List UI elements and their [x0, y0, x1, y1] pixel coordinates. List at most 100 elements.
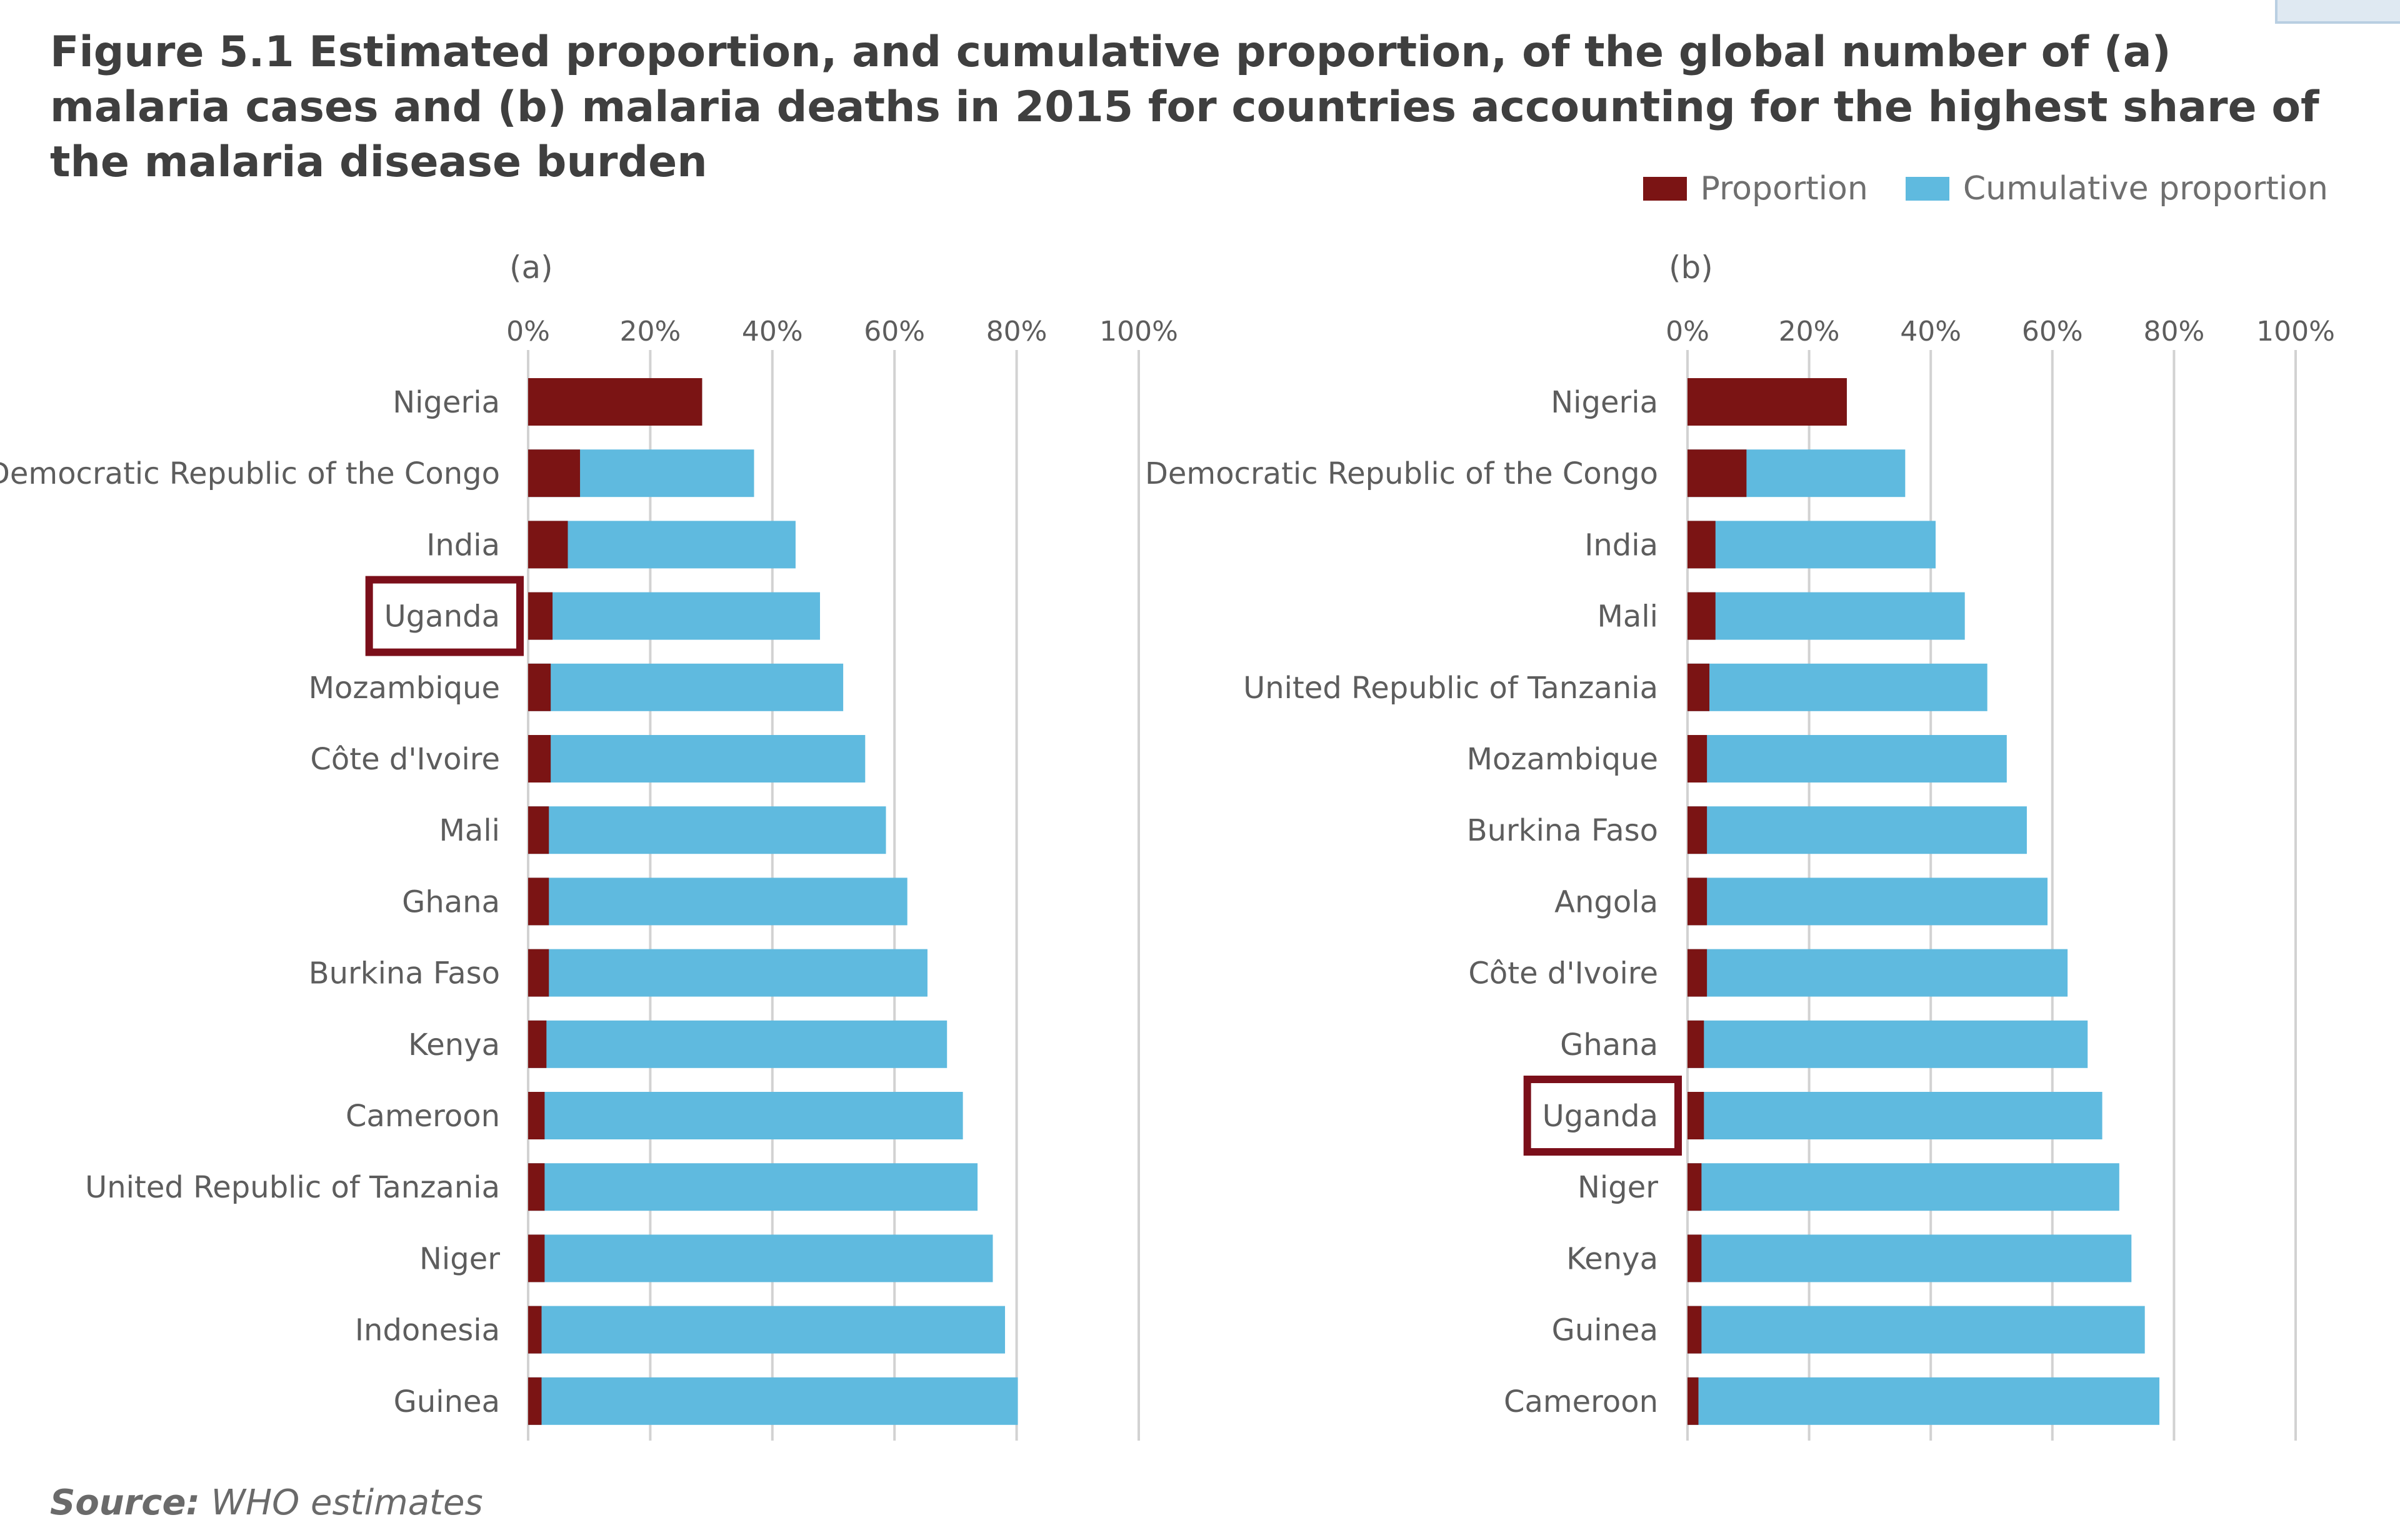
- bar-proportion: [528, 735, 551, 782]
- category-label: Kenya: [1566, 1241, 1658, 1276]
- bar-cumulative: [528, 949, 928, 997]
- category-label: Nigeria: [392, 385, 500, 420]
- category-label: United Republic of Tanzania: [1243, 671, 1658, 706]
- x-tick-label: 20%: [1779, 316, 1840, 348]
- category-label: Niger: [1578, 1170, 1658, 1205]
- bar-cumulative: [1688, 806, 2027, 854]
- category-label: Indonesia: [355, 1313, 500, 1348]
- x-tick-label: 40%: [742, 316, 803, 348]
- x-tick-label: 40%: [1900, 316, 1961, 348]
- x-tick-label: 80%: [2144, 316, 2205, 348]
- category-label: Uganda: [384, 599, 500, 634]
- bar-proportion: [528, 592, 553, 640]
- category-label: Mozambique: [309, 671, 500, 706]
- source-text: WHO estimates: [211, 1482, 483, 1523]
- bar-proportion: [528, 521, 568, 569]
- bar-cumulative: [1688, 663, 1988, 711]
- bar-proportion: [1688, 1020, 1704, 1068]
- category-label: Niger: [419, 1241, 500, 1276]
- bar-cumulative: [1688, 592, 1965, 640]
- category-label: Nigeria: [1551, 385, 1658, 420]
- highlight-box: [365, 576, 524, 656]
- window-corner-tab: [2275, 0, 2400, 24]
- bar-cumulative: [528, 1163, 978, 1211]
- bar-cumulative: [1688, 735, 2007, 782]
- category-label: Ghana: [402, 884, 500, 919]
- bar-proportion: [528, 878, 549, 926]
- panel-a: (a) 0% 20% 40% 60% 80% 100% Nigeria Democratic R…: [0, 249, 1178, 1441]
- legend-swatch-proportion: [1642, 177, 1687, 201]
- bar-proportion: [1688, 1163, 1702, 1211]
- bar-cumulative: [528, 735, 866, 782]
- bar-cumulative: [1688, 1306, 2145, 1354]
- bar-proportion: [528, 1163, 545, 1211]
- category-label: Kenya: [408, 1028, 500, 1062]
- panel-b: (b) 0% 20% 40% 60% 80% 100% Nigeria Democratic R…: [1145, 249, 2335, 1441]
- bar-proportion: [1688, 1234, 1702, 1282]
- bar-proportion: [528, 1234, 545, 1282]
- bar-proportion: [1688, 378, 1847, 426]
- bar-proportion: [528, 449, 581, 498]
- x-tick-label: 60%: [864, 316, 925, 348]
- category-label: Uganda: [1542, 1099, 1658, 1134]
- bar-cumulative: [528, 592, 821, 640]
- panel-label: (b): [1669, 249, 1713, 286]
- legend-item-cumulative: Cumulative proportion: [1905, 170, 2328, 208]
- bar-proportion: [1688, 735, 1708, 782]
- bar-proportion: [528, 663, 551, 711]
- category-label: Cameroon: [1504, 1384, 1658, 1419]
- bar-proportion: [1688, 663, 1710, 711]
- x-tick-label: 60%: [2022, 316, 2083, 348]
- bar-proportion: [528, 1306, 542, 1354]
- bar-proportion: [528, 806, 549, 854]
- bar-proportion: [1688, 1306, 1702, 1354]
- bar-cumulative: [1688, 878, 2048, 926]
- bar-cumulative: [1688, 1234, 2132, 1282]
- category-label: Burkina Faso: [1467, 813, 1658, 848]
- legend-label-cumulative: Cumulative proportion: [1962, 170, 2328, 208]
- bar-cumulative: [1688, 949, 2068, 997]
- bar-proportion: [528, 378, 702, 426]
- category-label: India: [1584, 528, 1658, 562]
- x-tick-label: 100%: [2256, 316, 2335, 348]
- bar-cumulative: [1688, 1377, 2160, 1425]
- bar-proportion: [1688, 1377, 1699, 1425]
- bar-proportion: [528, 949, 549, 997]
- bar-cumulative: [528, 1377, 1018, 1425]
- category-label: Democratic Republic of the Congo: [0, 456, 500, 491]
- x-tick-label: 80%: [986, 316, 1048, 348]
- category-label: Côte d'Ivoire: [310, 742, 500, 777]
- category-label: Guinea: [1552, 1313, 1658, 1348]
- bar-proportion: [1688, 449, 1747, 498]
- category-label: Côte d'Ivoire: [1468, 956, 1658, 991]
- bar-cumulative: [1688, 1020, 2088, 1068]
- category-label: India: [426, 528, 500, 562]
- category-label: Burkina Faso: [309, 956, 500, 991]
- bar-proportion: [1688, 806, 1708, 854]
- category-label: Guinea: [394, 1384, 500, 1419]
- bar-cumulative: [528, 1020, 948, 1068]
- category-label: Mali: [439, 813, 501, 848]
- bar-cumulative: [528, 1092, 963, 1139]
- bar-cumulative: [528, 521, 796, 569]
- panel-label: (a): [509, 249, 553, 286]
- legend-item-proportion: Proportion: [1642, 170, 1868, 208]
- source-label: Source:: [50, 1482, 200, 1523]
- bar-cumulative: [1688, 1092, 2102, 1139]
- category-label: United Republic of Tanzania: [85, 1170, 500, 1205]
- bar-cumulative: [528, 806, 886, 854]
- bar-cumulative: [528, 1306, 1006, 1354]
- x-tick-label: 0%: [506, 316, 550, 348]
- bar-cumulative: [528, 878, 908, 926]
- category-label: Ghana: [1560, 1028, 1658, 1062]
- bar-cumulative: [528, 1234, 993, 1282]
- bar-cumulative: [528, 663, 844, 711]
- x-tick-label: 100%: [1099, 316, 1178, 348]
- bar-proportion: [528, 1092, 545, 1139]
- x-tick-label: 20%: [620, 316, 681, 348]
- figure-title: Figure 5.1 Estimated proportion, and cum…: [50, 28, 2319, 187]
- bar-cumulative: [1688, 1163, 2119, 1211]
- highlight-box: [1523, 1076, 1682, 1156]
- category-label: Mozambique: [1467, 742, 1658, 777]
